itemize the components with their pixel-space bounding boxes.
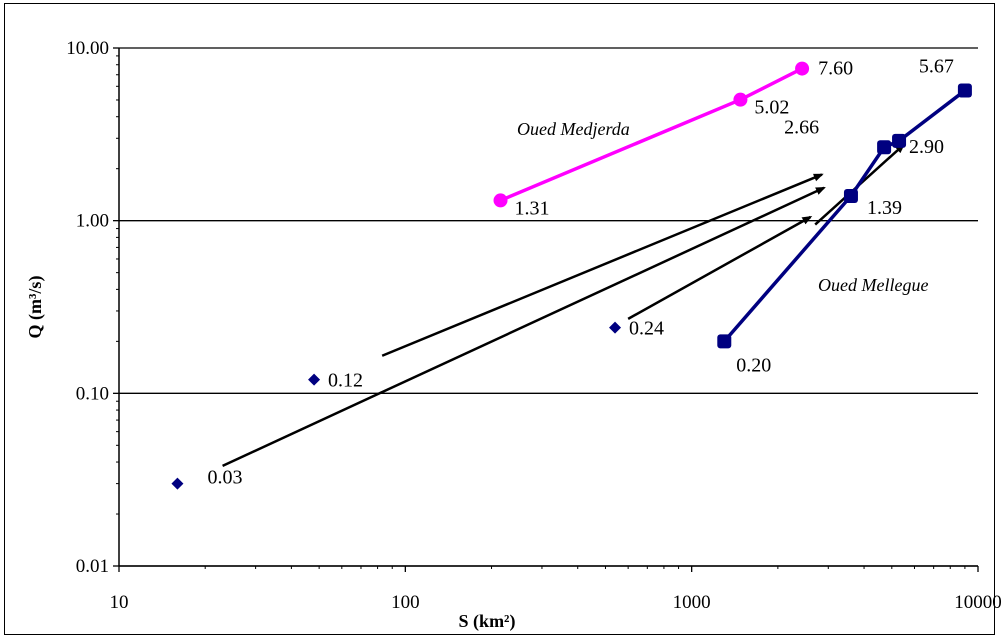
y-tick-label-3: 10.00 [66, 38, 109, 59]
data-point-diamond [308, 373, 321, 386]
trend-arrow-1 [381, 173, 824, 357]
trend-arrow-2 [627, 215, 813, 320]
data-label: 2.90 [909, 136, 944, 158]
data-label: 7.60 [818, 58, 853, 80]
x-axis-title: S (km²) [459, 611, 516, 632]
data-point-diamond [171, 477, 184, 490]
data-label: 0.20 [736, 354, 771, 376]
data-point-mellegue [957, 83, 972, 98]
data-point-mellegue [843, 188, 858, 203]
x-tick-label-3: 10000 [954, 592, 1002, 613]
data-point-mellegue [877, 140, 892, 155]
y-tick-label-1: 0.10 [76, 383, 109, 404]
data-point-mellegue [892, 133, 907, 148]
series-name-medjerda: Oued Medjerda [517, 119, 630, 139]
data-point-medjerda [493, 193, 508, 208]
labels: 1.31 5.02 7.60 0.20 1.39 2.66 2.90 5.67 0.03 0.12… [207, 56, 953, 489]
data-label: 5.02 [754, 97, 789, 119]
series-name-mellegue: Oued Mellegue [818, 275, 928, 295]
data-label: 1.39 [867, 197, 902, 219]
y-tick-label-0: 0.01 [76, 556, 109, 577]
data-label: 0.12 [328, 370, 363, 392]
data-point-medjerda [733, 92, 748, 107]
data-point-medjerda [795, 61, 810, 76]
x-tick-label-1: 100 [391, 592, 420, 613]
trend-arrow-0 [222, 186, 826, 468]
series [171, 61, 972, 490]
axes: 0.01 0.10 1.00 10.00 10 100 1000 10000 S (km²) Q … [25, 38, 1002, 632]
data-label: 0.03 [207, 467, 242, 489]
x-tick-label-0: 10 [110, 592, 129, 613]
data-label: 1.31 [515, 197, 550, 219]
arrows [222, 143, 906, 468]
chart-frame [4, 3, 995, 635]
data-label: 5.67 [919, 56, 954, 78]
data-label: 2.66 [784, 116, 819, 138]
y-tick-label-2: 1.00 [76, 211, 109, 232]
x-tick-label-2: 1000 [673, 592, 711, 613]
data-point-diamond [609, 321, 622, 334]
data-label: 0.24 [629, 318, 664, 340]
y-axis-title: Q (m³/s) [25, 276, 46, 339]
data-point-mellegue [717, 334, 732, 349]
